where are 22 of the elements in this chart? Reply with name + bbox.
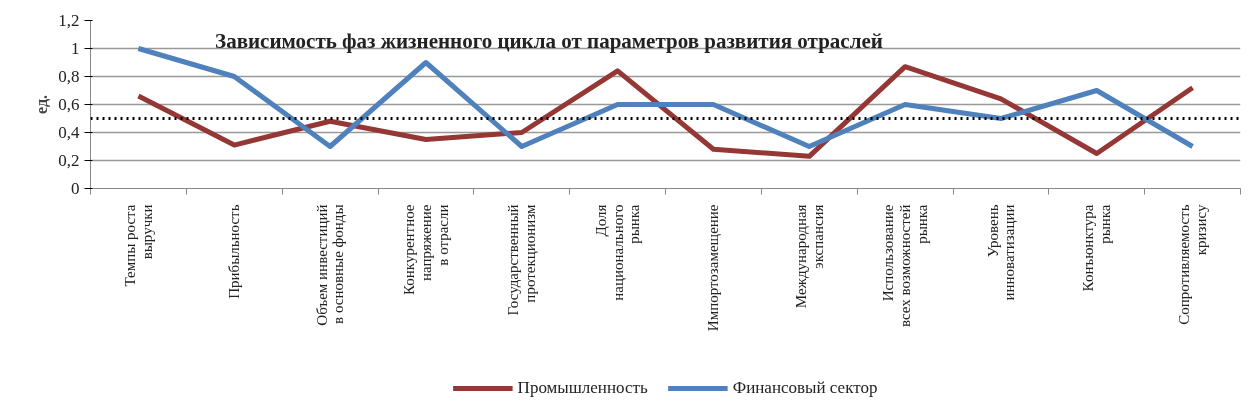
legend-label: Промышленность [517,378,648,398]
x-tick-label: Темпы роста выручки [122,204,155,287]
y-tick-label: 1 [71,39,80,58]
x-tick-label: Объем инвестиций в основные фонды [313,204,347,326]
y-tick-label: 0,4 [58,123,80,142]
x-tick-label: Конкурентное напряжение в отрасли [401,204,451,295]
x-tick-label: Государственный протекционизм [505,203,539,316]
x-tick-label: Конъюнктура рынка [1080,204,1114,292]
x-tick-label: Сопротивляемость кризису [1176,204,1209,325]
x-tick-label: Использование всех возможностей рынка [880,204,930,328]
x-tick-label: Импортозамещение [705,204,722,332]
chart-title: Зависимость фаз жизненного цикла от параметров развития отраслей [215,28,883,53]
x-tick-label: Международная экспансия [792,204,826,309]
y-axis-title: ед. [33,95,51,114]
x-tick-label: Прибыльность [226,204,243,299]
y-tick-label: 0,2 [58,151,80,170]
legend-label: Финансовый сектор [732,378,878,398]
y-tick-label: 1,2 [58,11,80,30]
y-tick-label: 0,6 [58,95,80,114]
y-tick-label: 0,8 [58,67,80,86]
x-tick-label: Доля национального рынка [592,204,643,301]
y-tick-label: 0 [71,179,80,198]
